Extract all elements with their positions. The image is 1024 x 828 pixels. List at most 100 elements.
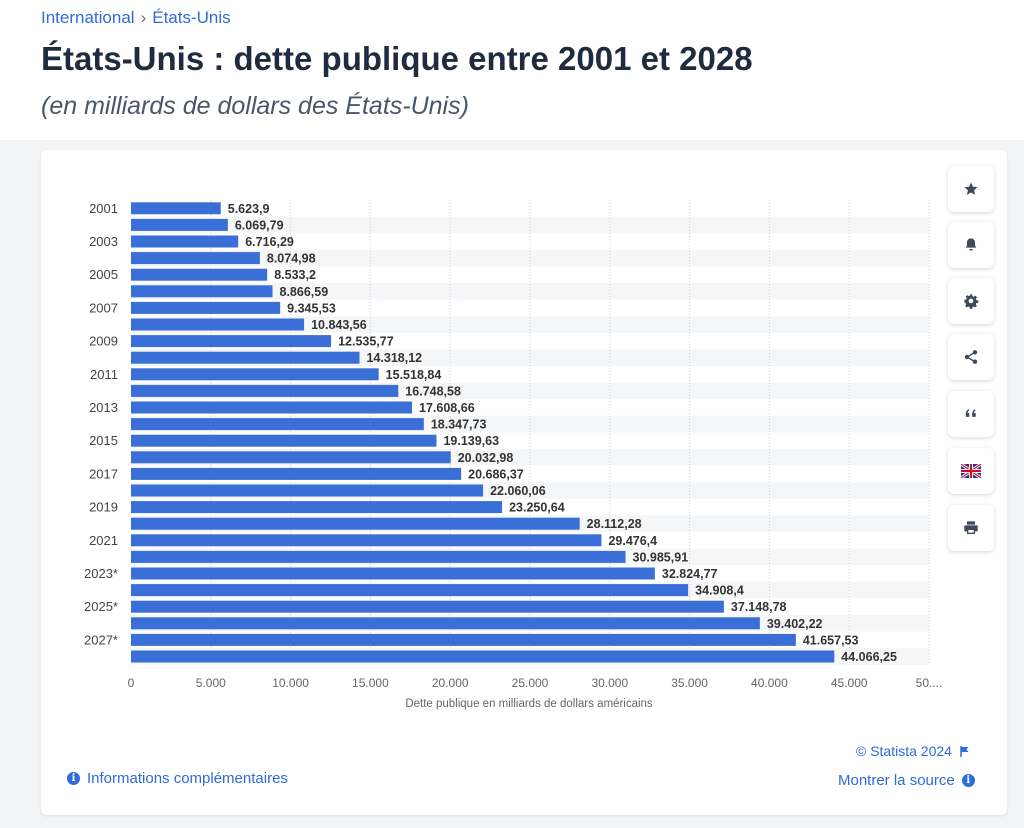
- print-button[interactable]: [948, 505, 994, 551]
- bar: [131, 285, 273, 298]
- bar: [131, 384, 399, 397]
- page-title: États-Unis : dette publique entre 2001 e…: [41, 40, 753, 77]
- bar: [131, 235, 239, 248]
- bar: [131, 650, 835, 663]
- bar: [131, 451, 451, 464]
- x-tick-label: 40.000: [751, 676, 788, 690]
- category-label: 2025*: [84, 599, 118, 614]
- value-label: 41.657,53: [803, 633, 859, 647]
- x-tick-label: 45.000: [831, 676, 868, 690]
- value-label: 18.347,73: [431, 418, 487, 432]
- row-band: [131, 316, 929, 333]
- category-label: 2001: [89, 201, 118, 216]
- share-icon: [964, 350, 978, 364]
- bar: [131, 550, 626, 563]
- category-label: 2003: [89, 234, 118, 249]
- quote-icon: [965, 409, 976, 417]
- value-label: 28.112,28: [587, 517, 642, 531]
- header-background: [0, 0, 1024, 140]
- bar: [131, 418, 424, 431]
- bar: [131, 351, 360, 364]
- value-label: 29.476,4: [608, 534, 657, 548]
- category-label: 2007: [89, 300, 118, 315]
- row-band: [131, 249, 929, 267]
- bell-icon: [965, 238, 977, 251]
- flag-uk-icon: [961, 464, 981, 478]
- favorite-button[interactable]: [948, 166, 994, 212]
- bar: [131, 202, 221, 215]
- info-icon: i: [67, 772, 80, 785]
- bar: [131, 600, 724, 613]
- value-label: 14.318,12: [367, 351, 423, 365]
- statista-credit[interactable]: © Statista 2024: [856, 743, 970, 759]
- bar: [131, 467, 462, 480]
- page-subtitle: (en milliards de dollars des États-Unis): [41, 92, 469, 120]
- more-information-link[interactable]: i Informations complémentaires: [67, 770, 288, 787]
- bar: [131, 368, 379, 381]
- category-label: 2023*: [84, 566, 118, 581]
- breadcrumb-link-international[interactable]: International: [41, 8, 135, 27]
- notification-button[interactable]: [948, 222, 994, 268]
- x-axis-title: Dette publique en milliards de dollars a…: [405, 698, 653, 710]
- value-label: 8.866,59: [280, 285, 329, 299]
- bar: [131, 534, 602, 547]
- value-label: 34.908,4: [695, 584, 744, 598]
- category-label: 2005: [89, 267, 118, 282]
- bar: [131, 218, 228, 231]
- value-label: 22.060,06: [490, 484, 546, 498]
- value-label: 20.032,98: [458, 451, 514, 465]
- value-label: 32.824,77: [662, 567, 718, 581]
- breadcrumb-separator: ›: [140, 8, 147, 27]
- bar: [131, 252, 260, 265]
- value-label: 10.843,56: [311, 318, 367, 332]
- value-label: 19.139,63: [443, 434, 499, 448]
- x-tick-label: 30.000: [591, 676, 628, 690]
- info-icon: i: [961, 774, 975, 787]
- value-label: 6.069,79: [235, 218, 284, 232]
- show-source-link[interactable]: Montrer la source i: [838, 772, 975, 789]
- value-label: 16.748,58: [405, 384, 461, 398]
- value-label: 12.535,77: [338, 335, 394, 349]
- x-tick-label: 0: [128, 676, 135, 690]
- star-icon: [964, 182, 978, 195]
- bar: [131, 633, 796, 646]
- bar: [131, 268, 268, 281]
- breadcrumb-link-etats-unis[interactable]: États-Unis: [152, 8, 231, 27]
- bar: [131, 401, 413, 414]
- x-tick-label: 5.000: [196, 676, 226, 690]
- value-label: 5.623,9: [228, 202, 270, 216]
- chart-card: 5.623,9 2001 6.069,79 6.716,29 2003 8.074,98 8…: [41, 150, 1007, 815]
- settings-button[interactable]: [948, 278, 994, 324]
- share-button[interactable]: [948, 334, 994, 380]
- show-source-label: Montrer la source: [838, 772, 955, 789]
- x-tick-label: 10.000: [272, 676, 309, 690]
- x-tick-label: 25.000: [512, 676, 549, 690]
- flag-icon: [960, 746, 969, 757]
- value-label: 44.066,25: [841, 650, 897, 664]
- x-tick-label: 20.000: [432, 676, 469, 690]
- value-label: 39.402,22: [767, 617, 823, 631]
- bar: [131, 484, 484, 497]
- category-label: 2021: [89, 533, 118, 548]
- bar: [131, 318, 305, 331]
- bar: [131, 335, 332, 348]
- value-label: 20.686,37: [468, 467, 524, 481]
- value-label: 23.250,64: [509, 501, 565, 515]
- language-button[interactable]: [948, 448, 994, 494]
- bar-chart: 5.623,9 2001 6.069,79 6.716,29 2003 8.074,98 8…: [84, 200, 943, 710]
- cite-button[interactable]: [948, 391, 994, 437]
- x-tick-label: 15.000: [352, 676, 389, 690]
- value-label: 37.148,78: [731, 600, 787, 614]
- x-tick-label: 50....: [916, 676, 943, 690]
- bar: [131, 301, 281, 314]
- category-label: 2015: [89, 433, 118, 448]
- category-label: 2011: [90, 367, 118, 382]
- category-label: 2017: [89, 466, 118, 481]
- value-label: 8.074,98: [267, 252, 316, 266]
- print-icon: [964, 521, 978, 534]
- breadcrumb: International › États-Unis: [41, 8, 231, 28]
- category-label: 2027*: [84, 632, 118, 647]
- value-label: 8.533,2: [274, 268, 316, 282]
- bar: [131, 617, 760, 630]
- x-tick-label: 35.000: [671, 676, 708, 690]
